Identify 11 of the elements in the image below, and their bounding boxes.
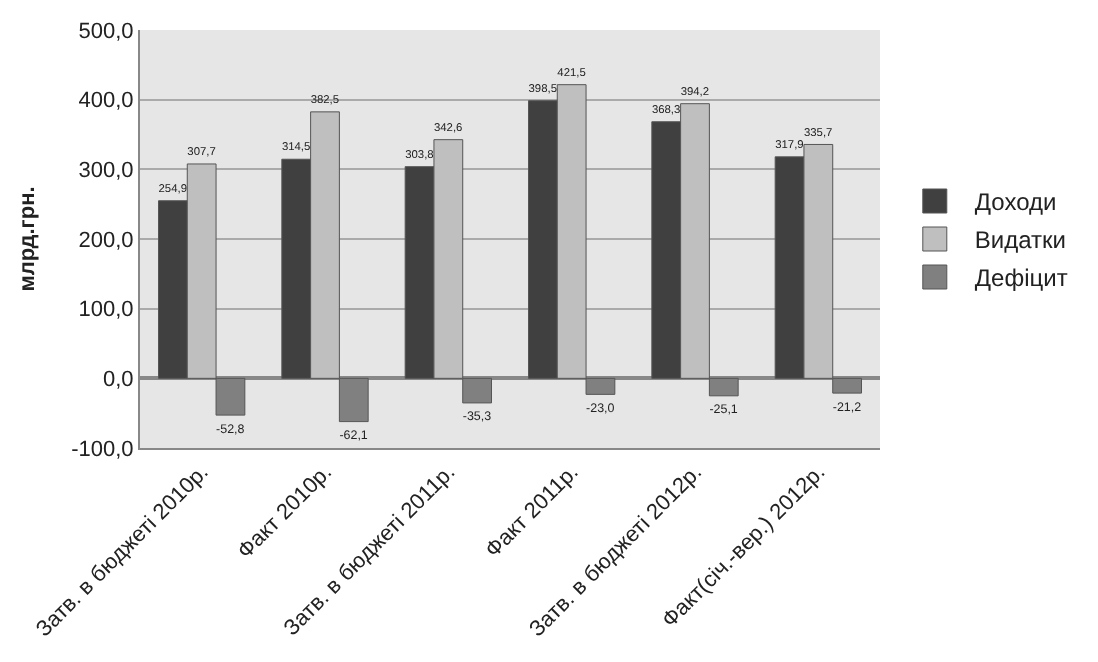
y-tick-label: 200,0 (78, 228, 134, 253)
legend-label: Дефіцит (974, 264, 1069, 293)
y-axis-title: млрд.грн. (16, 186, 41, 292)
y-tick-label: 500,0 (78, 19, 134, 44)
y-tick-label: 400,0 (78, 89, 134, 114)
legend-label: Видатки (974, 226, 1066, 255)
legend-label: Доходи (974, 188, 1057, 217)
y-tick-label: 100,0 (78, 298, 134, 323)
y-tick-label: 0,0 (103, 368, 134, 393)
y-tick-label: -100,0 (71, 437, 134, 462)
y-tick-label: 300,0 (78, 159, 134, 184)
